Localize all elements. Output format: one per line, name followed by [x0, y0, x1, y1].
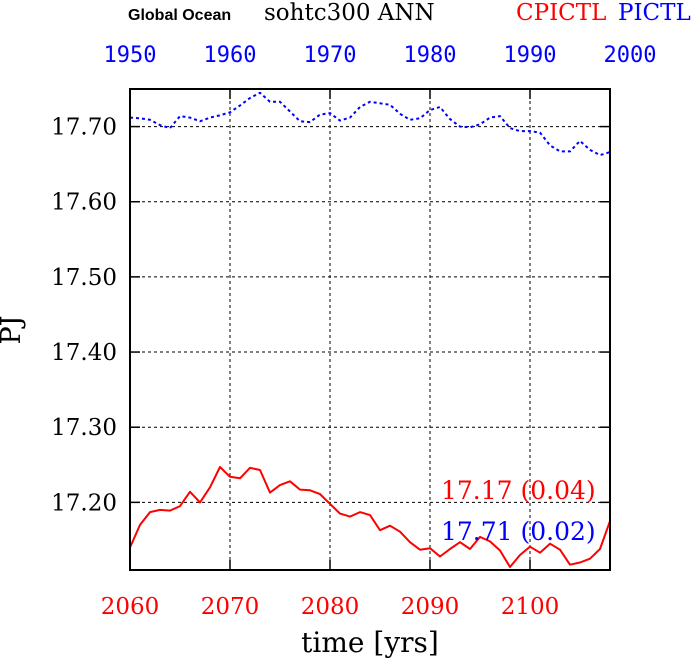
x-bottom-tick-labels: 2060 2070 2080 2090 2100	[101, 594, 560, 620]
x-bottom-tick-label: 2070	[201, 594, 260, 620]
experiment-blue-label: PICTL	[618, 0, 691, 26]
x-bottom-tick-label: 2100	[501, 594, 560, 620]
x-bottom-tick-label: 2060	[101, 594, 160, 620]
y-axis-label: PJ	[0, 316, 27, 345]
y-tick-labels: 17.20 17.30 17.40 17.50 17.60 17.70	[51, 115, 117, 517]
x-top-tick-label: 2000	[604, 43, 657, 68]
y-tick-label: 17.30	[51, 415, 117, 441]
x-bottom-tick-label: 2090	[401, 594, 460, 620]
y-tick-label: 17.20	[51, 490, 117, 516]
annotation-blue: 17.71 (0.02)	[441, 517, 596, 546]
x-bottom-tick-label: 2080	[301, 594, 360, 620]
x-top-tick-label: 1980	[404, 43, 457, 68]
x-top-tick-label: 1950	[104, 43, 157, 68]
x-axis-label: time [yrs]	[301, 626, 439, 659]
series-group	[129, 91, 611, 568]
y-tick-label: 17.40	[51, 340, 117, 366]
variable-title: sohtc300 ANN	[264, 0, 435, 26]
x-top-tick-label: 1970	[304, 43, 357, 68]
x-top-tick-label: 1960	[204, 43, 257, 68]
x-top-tick-label: 1990	[504, 43, 557, 68]
y-tick-label: 17.50	[51, 265, 117, 291]
plot-frame	[129, 88, 611, 571]
series-line-red	[129, 466, 611, 568]
x-top-tick-labels: 1950 1960 1970 1980 1990 2000	[104, 43, 657, 68]
y-tick-label: 17.60	[51, 190, 117, 216]
region-title: Global Ocean	[128, 7, 231, 24]
y-tick-label: 17.70	[51, 115, 117, 141]
series-line-blue	[129, 91, 611, 157]
annotation-red: 17.17 (0.04)	[441, 476, 596, 505]
tick-marks	[129, 89, 610, 570]
grid	[130, 89, 610, 570]
experiment-red-label: CPICTL	[516, 0, 606, 26]
